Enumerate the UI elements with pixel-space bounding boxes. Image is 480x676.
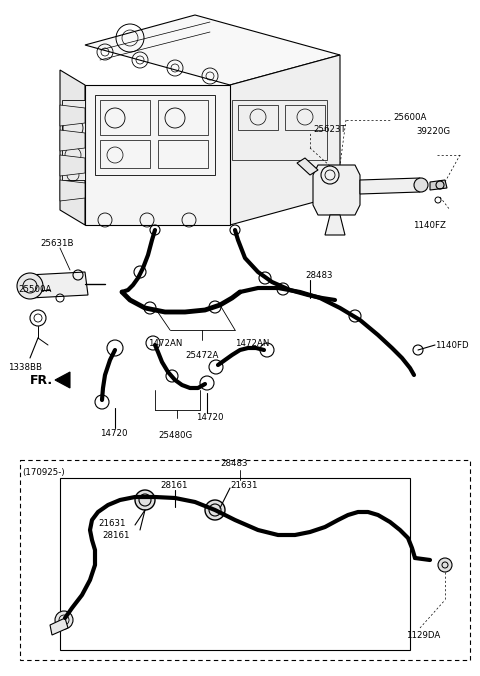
Circle shape xyxy=(438,558,452,572)
Circle shape xyxy=(277,283,289,295)
Polygon shape xyxy=(85,85,230,225)
Circle shape xyxy=(135,490,155,510)
Polygon shape xyxy=(297,158,318,175)
Bar xyxy=(158,140,208,168)
Polygon shape xyxy=(60,70,85,225)
Circle shape xyxy=(17,273,43,299)
Circle shape xyxy=(205,500,225,520)
Text: 25600A: 25600A xyxy=(393,114,426,122)
Text: 1338BB: 1338BB xyxy=(8,364,42,372)
Circle shape xyxy=(414,178,428,192)
Bar xyxy=(20,460,470,660)
Text: 28483: 28483 xyxy=(305,270,333,279)
Bar xyxy=(238,105,278,130)
Circle shape xyxy=(349,310,361,322)
Text: 28483: 28483 xyxy=(220,458,248,468)
Polygon shape xyxy=(360,178,420,194)
Text: 39220G: 39220G xyxy=(416,128,450,137)
Polygon shape xyxy=(60,180,85,201)
Circle shape xyxy=(166,370,178,382)
Text: 28161: 28161 xyxy=(160,481,188,491)
Text: 1472AN: 1472AN xyxy=(148,339,182,349)
Polygon shape xyxy=(60,155,85,176)
Bar xyxy=(95,95,215,175)
Text: 25631B: 25631B xyxy=(40,239,73,249)
Bar xyxy=(285,105,325,130)
Circle shape xyxy=(55,611,73,629)
Polygon shape xyxy=(230,55,340,225)
Bar xyxy=(62,100,85,180)
Circle shape xyxy=(134,266,146,278)
Polygon shape xyxy=(55,372,70,388)
Circle shape xyxy=(144,302,156,314)
Circle shape xyxy=(209,301,221,313)
Text: 25480G: 25480G xyxy=(158,431,192,439)
Text: 14720: 14720 xyxy=(100,429,128,437)
Circle shape xyxy=(259,272,271,284)
Bar xyxy=(100,140,150,168)
Bar xyxy=(232,100,327,160)
Polygon shape xyxy=(430,180,447,190)
Polygon shape xyxy=(50,618,68,635)
Bar xyxy=(100,100,150,135)
Text: 25472A: 25472A xyxy=(185,352,218,360)
Text: 28161: 28161 xyxy=(102,531,130,539)
Text: 1140FD: 1140FD xyxy=(435,341,468,349)
Text: 14720: 14720 xyxy=(196,414,224,422)
Text: 25500A: 25500A xyxy=(18,285,51,295)
Polygon shape xyxy=(28,272,88,298)
Text: 21631: 21631 xyxy=(98,518,125,527)
Text: (170925-): (170925-) xyxy=(22,468,65,477)
Bar xyxy=(60,478,410,650)
Text: 1129DA: 1129DA xyxy=(406,631,440,639)
Text: 25623T: 25623T xyxy=(313,126,346,135)
Polygon shape xyxy=(313,165,360,215)
Text: 1140FZ: 1140FZ xyxy=(413,220,446,229)
Text: 1472AN: 1472AN xyxy=(235,339,269,349)
Polygon shape xyxy=(85,15,340,85)
Polygon shape xyxy=(60,130,85,151)
Polygon shape xyxy=(60,105,85,126)
Polygon shape xyxy=(325,215,345,235)
Text: 21631: 21631 xyxy=(230,481,257,489)
Text: FR.: FR. xyxy=(30,374,53,387)
Circle shape xyxy=(413,345,423,355)
Bar xyxy=(158,100,208,135)
